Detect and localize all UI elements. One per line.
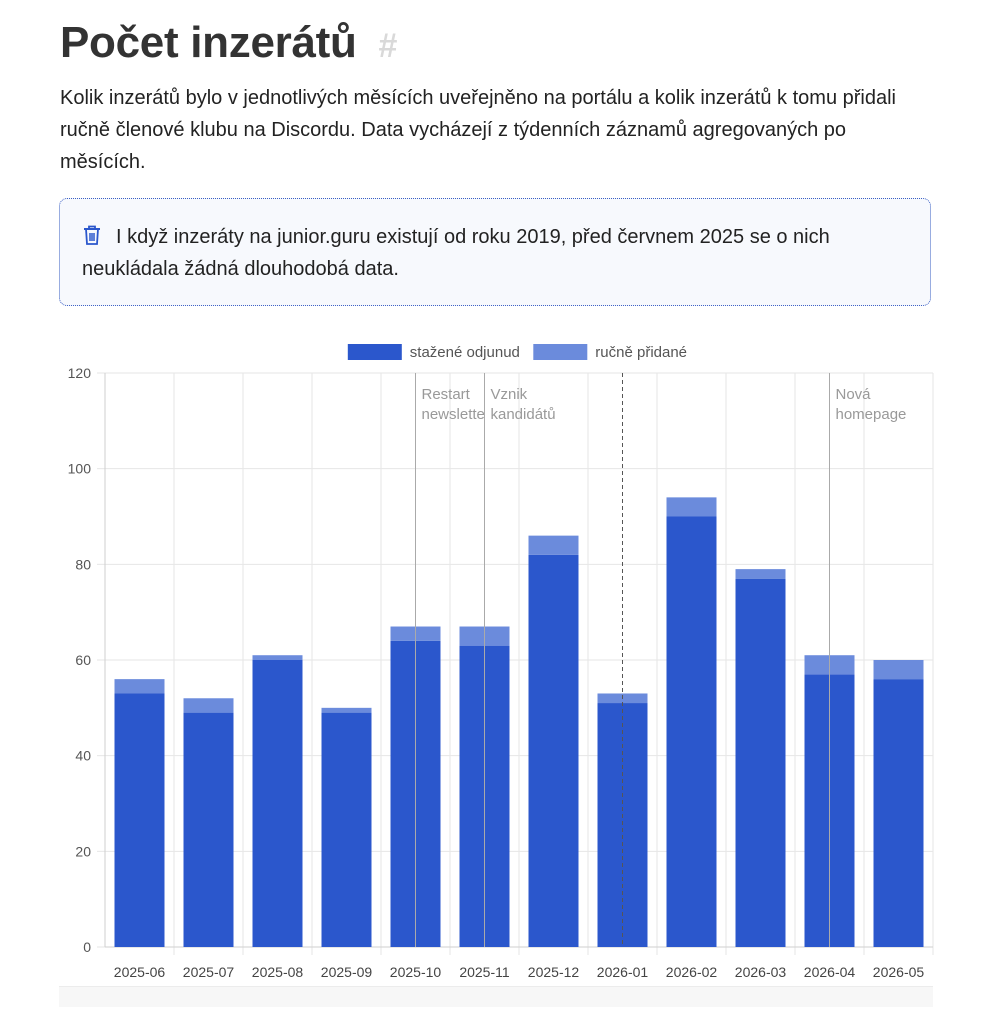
x-tick-label: 2026-05 [873,964,925,980]
y-tick-label: 100 [68,461,92,477]
bar-scraped-2026-02 [666,516,717,947]
bar-scraped-2025-06 [114,693,165,947]
info-notice: I když inzeráty na junior.guru existují … [59,198,931,306]
x-tick-label: 2026-03 [735,964,787,980]
bar-manual-2026-02 [666,497,717,517]
x-tick-label: 2025-12 [528,964,580,980]
page-title-text: Počet inzerátů [60,18,357,67]
annotation-label: newslette [422,406,485,423]
page-title: Počet inzerátů # [60,18,397,68]
bar-manual-2025-07 [183,698,234,713]
bar-manual-2026-05 [873,660,924,680]
bar-manual-2025-06 [114,679,165,694]
y-tick-label: 120 [68,365,92,381]
heading-anchor-link[interactable]: # [378,27,398,65]
bar-scraped-2026-05 [873,679,924,947]
annotation-label: Nová [836,386,872,403]
bar-scraped-2025-09 [321,712,372,947]
x-tick-label: 2025-11 [459,964,510,980]
y-tick-label: 20 [75,843,91,859]
x-tick-label: 2025-10 [390,964,442,980]
bar-manual-2025-08 [252,655,303,660]
y-tick-label: 40 [75,748,91,764]
notice-text: I když inzeráty na junior.guru existují … [82,226,830,280]
trash-icon [82,224,102,246]
bar-scraped-2025-12 [528,554,579,947]
annotation-label: kandidátů [491,406,556,423]
bar-manual-2026-03 [735,569,786,579]
listings-chart: 0 20 40 60 80 100 120 2025-06 2025-07 2025-08 2025… [68,344,934,980]
x-tick-label: 2025-07 [183,964,235,980]
horizontal-scrollbar[interactable] [59,986,933,1007]
bar-scraped-2026-03 [735,578,786,947]
legend-label: ručně přidané [595,344,687,361]
legend-label: stažené odjunud [410,344,520,361]
x-tick-label: 2025-06 [114,964,166,980]
x-tick-label: 2026-01 [597,964,649,980]
legend-swatch [347,344,402,360]
intro-paragraph: Kolik inzerátů bylo v jednotlivých měsíc… [60,87,896,173]
y-tick-label: 0 [83,939,91,955]
y-tick-label: 80 [75,556,91,572]
y-tick-label: 60 [75,652,91,668]
annotation-label: homepage [836,406,907,423]
bar-scraped-2025-07 [183,712,234,947]
x-tick-label: 2026-04 [804,964,856,980]
bar-scraped-2025-08 [252,660,303,947]
x-tick-label: 2025-08 [252,964,304,980]
bar-manual-2025-09 [321,707,372,713]
annotation-label: Vznik [491,386,528,403]
x-tick-label: 2025-09 [321,964,373,980]
legend-swatch [533,344,588,360]
x-tick-label: 2026-02 [666,964,718,980]
bar-manual-2025-12 [528,535,579,555]
annotation-label: Restart [422,386,471,403]
